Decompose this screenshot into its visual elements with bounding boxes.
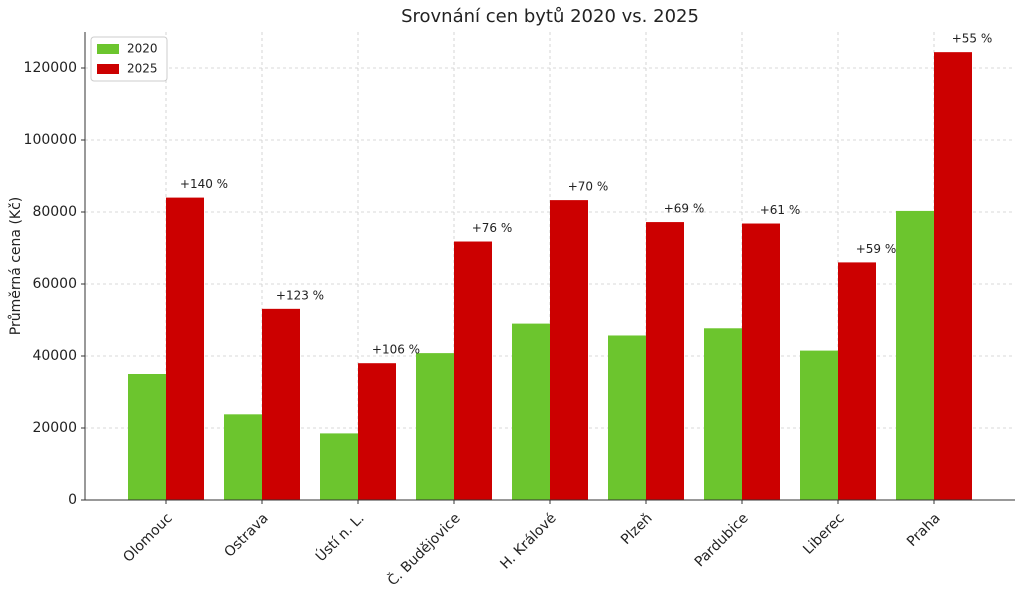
annotation: +55 % — [952, 32, 993, 46]
x-tick-label: Č. Budějovice — [383, 509, 463, 589]
y-tick-label: 100000 — [24, 132, 77, 148]
annotation: +69 % — [664, 202, 705, 216]
y-tick-label: 60000 — [32, 276, 77, 292]
x-tick-label: Praha — [904, 510, 944, 550]
x-tick-label: Ústí n. L. — [312, 509, 368, 565]
bar — [934, 52, 972, 500]
legend-swatch — [97, 44, 119, 54]
annotation: +76 % — [472, 221, 513, 235]
annotation: +140 % — [180, 177, 228, 191]
x-tick-label: Liberec — [800, 510, 847, 557]
bar — [128, 374, 166, 500]
y-tick-label: 40000 — [32, 348, 77, 364]
bar — [262, 308, 300, 500]
bar — [358, 363, 396, 500]
x-tick-label: Ostrava — [221, 510, 271, 560]
x-tick-label: H. Králové — [497, 510, 559, 572]
bar — [454, 241, 492, 500]
bar — [742, 223, 780, 500]
y-tick-label: 120000 — [24, 60, 77, 76]
bar — [646, 222, 684, 500]
bar — [224, 414, 262, 500]
legend-swatch — [97, 64, 119, 74]
y-tick-label: 80000 — [32, 204, 77, 220]
bar — [416, 353, 454, 500]
bar — [838, 262, 876, 500]
x-tick-label: Pardubice — [692, 510, 752, 570]
y-tick-label: 20000 — [32, 420, 77, 436]
legend-label: 2020 — [127, 42, 158, 56]
legend-label: 2025 — [127, 62, 158, 76]
y-tick-label: 0 — [68, 492, 77, 508]
annotation: +59 % — [856, 242, 897, 256]
bar — [166, 197, 204, 500]
bar — [320, 433, 358, 500]
annotation: +106 % — [372, 343, 420, 357]
annotation: +61 % — [760, 203, 801, 217]
annotation: +123 % — [276, 288, 324, 302]
bar — [896, 210, 934, 501]
x-tick-label: Olomouc — [120, 510, 175, 565]
annotation: +70 % — [568, 180, 609, 194]
bar — [800, 350, 838, 500]
bar — [512, 323, 550, 500]
bar — [608, 335, 646, 500]
chart-title: Srovnání cen bytů 2020 vs. 2025 — [401, 6, 699, 27]
x-tick-label: Plzeň — [618, 510, 656, 548]
bar — [704, 328, 742, 500]
bar — [550, 200, 588, 500]
y-axis-label: Průměrná cena (Kč) — [8, 197, 24, 336]
